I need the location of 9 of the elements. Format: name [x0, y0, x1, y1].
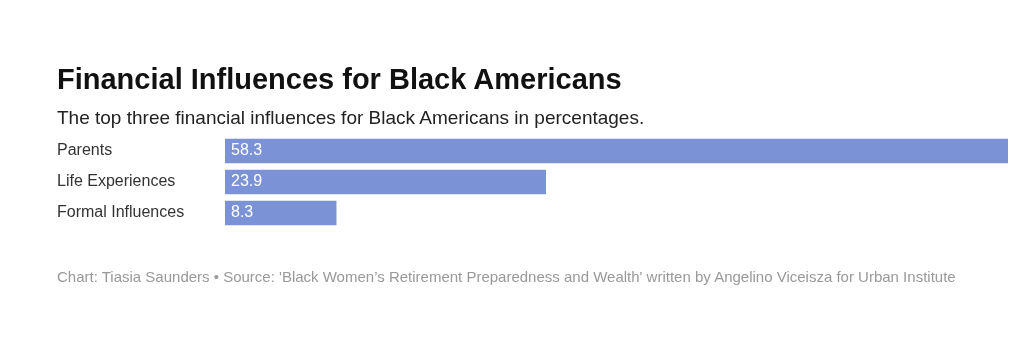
- text: Chart: Tiasia Saunders • Source: 'Black Women’s Retirement Preparedness and Wealth' written by Angelino Viceisza for Urban Institute: [57, 268, 956, 285]
- y-tick-label: Formal Influences: [57, 203, 185, 221]
- data-label: 58.3: [231, 141, 263, 159]
- chart-title: Financial Influences for Black Americans: [57, 63, 622, 96]
- y-tick-label: Life Experiences: [57, 172, 176, 190]
- data-label: 23.9: [231, 172, 263, 190]
- y-tick-label: Parents: [57, 141, 113, 159]
- data-label: 8.3: [231, 203, 254, 221]
- chart-subtitle: The top three financial influences for Black Americans in percentages.: [57, 107, 645, 129]
